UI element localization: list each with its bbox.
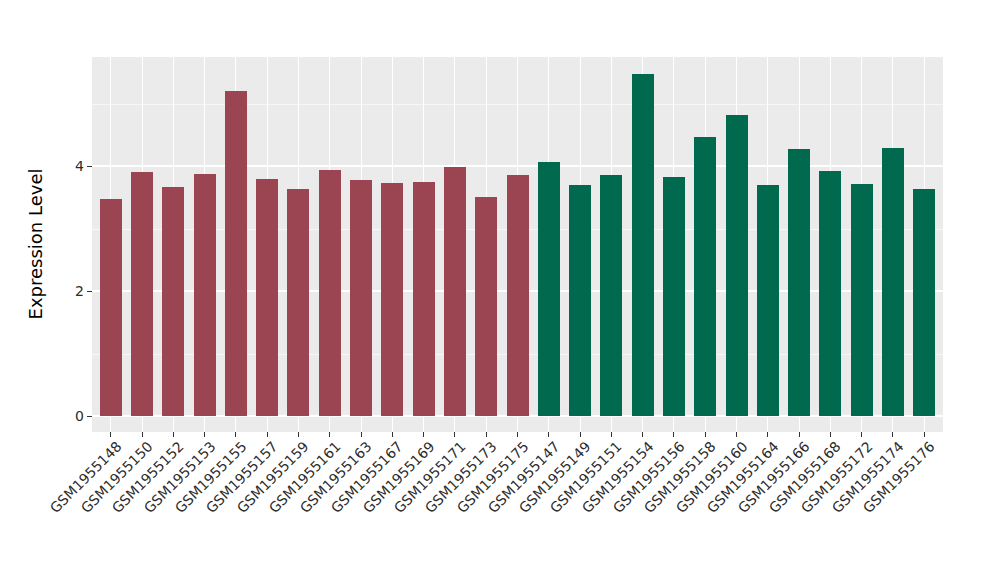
x-tick xyxy=(799,432,800,437)
x-tick xyxy=(454,432,455,437)
bar-GSM1955147 xyxy=(538,162,560,416)
x-tick xyxy=(142,432,143,437)
x-tick xyxy=(204,432,205,437)
bar-GSM1955159 xyxy=(287,189,309,417)
x-tick xyxy=(611,432,612,437)
y-axis-title: Expression Level xyxy=(25,94,47,394)
bar-GSM1955156 xyxy=(663,177,685,416)
bar-GSM1955172 xyxy=(851,184,873,416)
x-tick xyxy=(580,432,581,437)
x-tick xyxy=(924,432,925,437)
x-tick xyxy=(642,432,643,437)
bar-GSM1955154 xyxy=(632,74,654,417)
bar-GSM1955161 xyxy=(319,170,341,416)
bar-GSM1955168 xyxy=(819,171,841,416)
bar-GSM1955150 xyxy=(131,172,153,416)
bar-GSM1955149 xyxy=(569,185,591,416)
bar-GSM1955151 xyxy=(600,175,622,416)
bar-GSM1955157 xyxy=(256,179,278,417)
bar-GSM1955173 xyxy=(475,197,497,416)
x-tick xyxy=(517,432,518,437)
bar-GSM1955155 xyxy=(225,91,247,416)
x-tick xyxy=(830,432,831,437)
y-tick-label: 2 xyxy=(44,283,84,299)
x-tick xyxy=(329,432,330,437)
x-tick xyxy=(298,432,299,437)
x-tick xyxy=(486,432,487,437)
y-tick-label: 4 xyxy=(44,158,84,174)
x-tick xyxy=(548,432,549,437)
bar-GSM1955153 xyxy=(194,174,216,417)
bar-GSM1955176 xyxy=(913,189,935,416)
bar-GSM1955175 xyxy=(507,175,529,416)
x-tick xyxy=(423,432,424,437)
bar-GSM1955166 xyxy=(788,149,810,416)
bar-GSM1955148 xyxy=(100,199,122,416)
bar-GSM1955169 xyxy=(413,182,435,416)
bar-GSM1955171 xyxy=(444,167,466,416)
x-tick xyxy=(767,432,768,437)
bar-GSM1955163 xyxy=(350,180,372,416)
y-tick xyxy=(87,166,92,167)
x-tick xyxy=(673,432,674,437)
x-tick xyxy=(267,432,268,437)
y-tick-label: 0 xyxy=(44,408,84,424)
bar-GSM1955160 xyxy=(726,115,748,416)
y-tick xyxy=(87,416,92,417)
x-tick xyxy=(173,432,174,437)
bar-GSM1955158 xyxy=(694,137,716,416)
x-tick xyxy=(392,432,393,437)
bar-GSM1955164 xyxy=(757,185,779,416)
bar-GSM1955167 xyxy=(381,183,403,416)
bar-GSM1955152 xyxy=(162,187,184,416)
x-tick xyxy=(705,432,706,437)
x-tick xyxy=(861,432,862,437)
x-tick xyxy=(892,432,893,437)
x-tick xyxy=(736,432,737,437)
y-tick xyxy=(87,291,92,292)
x-tick xyxy=(110,432,111,437)
x-tick xyxy=(361,432,362,437)
plot-panel xyxy=(92,57,943,432)
bar-GSM1955174 xyxy=(882,148,904,416)
bar-chart-figure: Expression Level 024GSM1955148GSM1955150… xyxy=(0,0,1000,580)
x-tick xyxy=(235,432,236,437)
